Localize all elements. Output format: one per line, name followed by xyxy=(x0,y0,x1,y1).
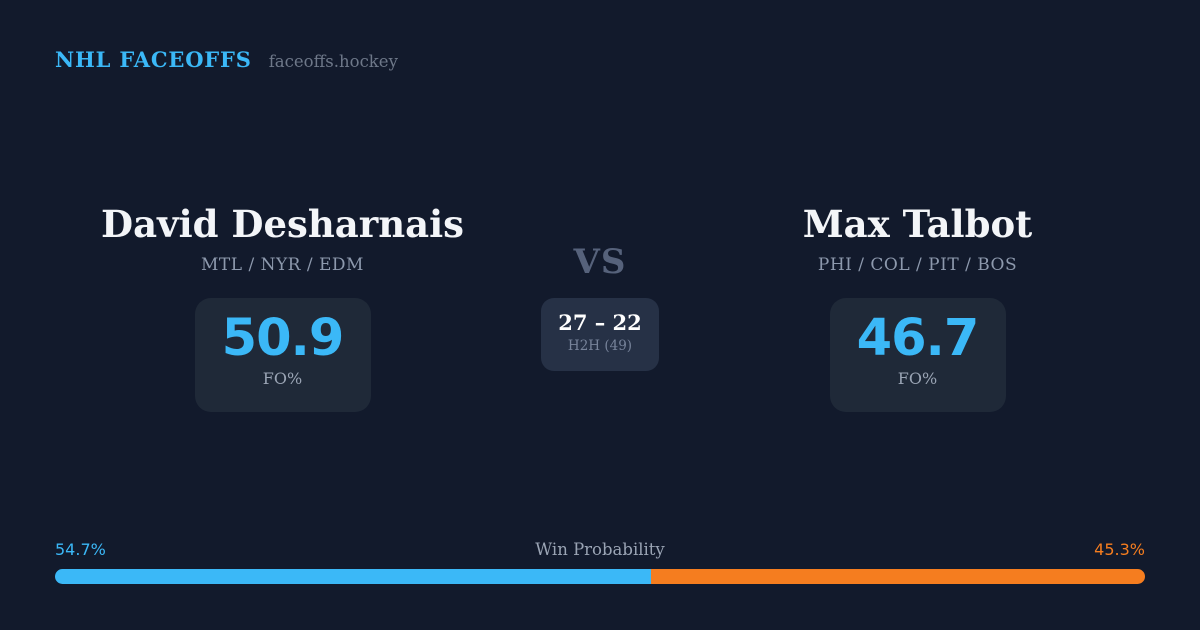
left-fo-value: 50.9 xyxy=(221,309,345,369)
left-fo-label: FO% xyxy=(262,369,303,389)
win-probability-section: 54.7% Win Probability 45.3% xyxy=(55,540,1145,584)
right-fo-value: 46.7 xyxy=(856,309,980,369)
right-fo-label: FO% xyxy=(897,369,938,389)
win-probability-title: Win Probability xyxy=(535,540,665,559)
right-win-probability: 45.3% xyxy=(1094,540,1145,559)
left-player-name: David Desharnais xyxy=(101,202,464,246)
win-probability-labels: 54.7% Win Probability 45.3% xyxy=(55,540,1145,559)
win-probability-bar-left xyxy=(55,569,652,584)
h2h-box: 27 – 22 H2H (49) xyxy=(541,298,659,372)
brand-title: NHL FACEOFFS xyxy=(55,47,252,72)
left-win-probability: 54.7% xyxy=(55,540,106,559)
win-probability-bar xyxy=(55,569,1145,584)
win-probability-bar-right xyxy=(651,569,1145,584)
right-player-name: Max Talbot xyxy=(802,202,1033,246)
right-player-teams: PHI / COL / PIT / BOS xyxy=(817,255,1018,276)
matchup-row: David Desharnais MTL / NYR / EDM 50.9 FO… xyxy=(0,202,1200,413)
brand-header: NHL FACEOFFS faceoffs.hockey xyxy=(55,47,398,72)
right-fo-box: 46.7 FO% xyxy=(829,298,1006,413)
right-player-column: Max Talbot PHI / COL / PIT / BOS 46.7 FO… xyxy=(720,202,1115,413)
left-player-column: David Desharnais MTL / NYR / EDM 50.9 FO… xyxy=(85,202,480,413)
left-fo-box: 50.9 FO% xyxy=(194,298,371,413)
brand-domain: faceoffs.hockey xyxy=(268,52,398,71)
h2h-score: 27 – 22 xyxy=(558,310,642,336)
h2h-label: H2H (49) xyxy=(567,338,633,355)
vs-label: VS xyxy=(573,242,627,282)
center-column: VS 27 – 22 H2H (49) xyxy=(480,202,720,412)
left-player-teams: MTL / NYR / EDM xyxy=(201,255,364,276)
